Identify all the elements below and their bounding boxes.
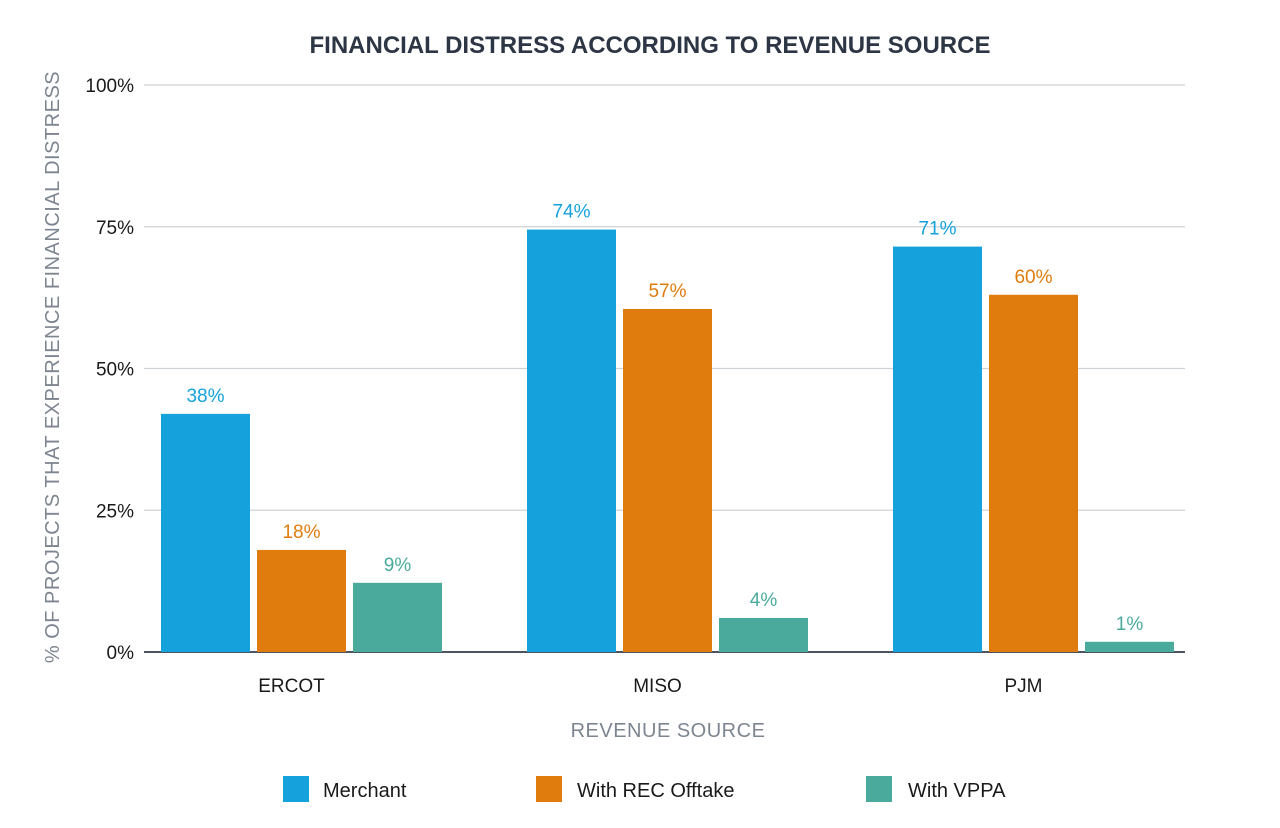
y-tick-label: 0% xyxy=(107,643,135,664)
legend-label: With VPPA xyxy=(908,780,1006,802)
y-tick-label: 75% xyxy=(96,218,134,239)
y-tick-label: 50% xyxy=(96,360,134,381)
bar xyxy=(527,229,616,652)
bar xyxy=(989,294,1078,652)
bar xyxy=(623,308,712,652)
data-label: 1% xyxy=(1116,614,1144,635)
data-label: 57% xyxy=(648,281,686,302)
data-label: 74% xyxy=(552,202,590,223)
data-label: 38% xyxy=(186,386,224,407)
y-axis-label: % OF PROJECTS THAT EXPERIENCE FINANCIAL … xyxy=(42,71,64,663)
legend-item: Merchant xyxy=(283,776,407,802)
data-label: 4% xyxy=(750,590,778,611)
bar xyxy=(353,582,442,652)
legend-label: Merchant xyxy=(323,780,407,802)
legend-label: With REC Offtake xyxy=(577,780,734,802)
x-tick-labels: ERCOT MISO PJM xyxy=(258,676,1042,697)
data-labels: 38% 74% 71% 18% 57% 60% 9% 4% 1% xyxy=(186,202,1143,635)
data-label: 9% xyxy=(384,555,412,576)
data-label: 18% xyxy=(282,522,320,543)
y-tick-label: 25% xyxy=(96,501,134,522)
data-label: 60% xyxy=(1014,267,1052,288)
x-tick-label: PJM xyxy=(1005,676,1043,697)
legend: Merchant With REC Offtake With VPPA xyxy=(283,776,1006,802)
x-tick-label: ERCOT xyxy=(258,676,325,697)
legend-item: With VPPA xyxy=(866,776,1006,802)
legend-swatch xyxy=(866,776,892,802)
bar xyxy=(161,413,250,652)
bar xyxy=(257,549,346,652)
x-axis-label: REVENUE SOURCE xyxy=(571,720,766,742)
legend-item: With REC Offtake xyxy=(536,776,734,802)
legend-swatch xyxy=(536,776,562,802)
legend-swatch xyxy=(283,776,309,802)
bar xyxy=(719,617,808,652)
chart-title: FINANCIAL DISTRESS ACCORDING TO REVENUE … xyxy=(310,32,991,59)
y-tick-label: 100% xyxy=(85,76,134,97)
bar xyxy=(893,246,982,652)
bar xyxy=(1085,641,1174,652)
x-tick-label: MISO xyxy=(633,676,682,697)
y-tick-labels: 0% 25% 50% 75% 100% xyxy=(85,76,134,664)
bars xyxy=(161,229,1174,652)
data-label: 71% xyxy=(918,219,956,240)
